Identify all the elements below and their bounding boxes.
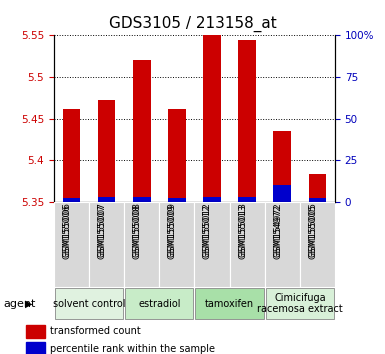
Bar [26, 342, 45, 354]
Text: tamoxifen: tamoxifen [205, 298, 254, 309]
Bar [54, 202, 89, 287]
Bar [125, 289, 193, 319]
Text: GSM155012: GSM155012 [203, 202, 212, 257]
Text: percentile rank within the sample: percentile rank within the sample [50, 344, 215, 354]
Text: estradiol: estradiol [138, 298, 181, 309]
Bar [309, 174, 326, 202]
Bar [203, 197, 221, 202]
Text: GSM155006: GSM155006 [62, 202, 72, 257]
Bar [238, 40, 256, 202]
Bar [133, 197, 151, 202]
Bar [124, 202, 159, 287]
Text: GSM155013: GSM155013 [238, 202, 247, 257]
Text: ▶: ▶ [25, 298, 33, 309]
Bar [273, 185, 291, 202]
Text: GSM155008: GSM155008 [133, 204, 142, 259]
Bar [194, 202, 229, 287]
Bar [266, 289, 334, 319]
Text: GSM155009: GSM155009 [168, 202, 177, 257]
Bar [168, 199, 186, 202]
Bar [229, 202, 265, 287]
Bar [55, 289, 123, 319]
Text: GSM155005: GSM155005 [308, 204, 317, 259]
Bar [98, 100, 116, 202]
Text: GSM154972: GSM154972 [273, 204, 282, 259]
Text: GSM155005: GSM155005 [308, 202, 317, 257]
Text: transformed count: transformed count [50, 326, 141, 336]
Bar [98, 197, 116, 202]
Bar [133, 59, 151, 202]
Text: GSM155007: GSM155007 [97, 204, 107, 259]
Bar [309, 199, 326, 202]
Text: solvent control: solvent control [53, 298, 125, 309]
Bar [196, 289, 264, 319]
Text: GSM155013: GSM155013 [238, 204, 247, 259]
Text: GSM155006: GSM155006 [62, 204, 72, 259]
Text: GSM155009: GSM155009 [168, 204, 177, 259]
Bar [273, 131, 291, 202]
Text: GSM154972: GSM154972 [273, 202, 282, 257]
Bar [63, 109, 80, 202]
Bar [168, 109, 186, 202]
Text: Cimicifuga
racemosa extract: Cimicifuga racemosa extract [257, 293, 343, 314]
Bar [63, 199, 80, 202]
Bar [238, 197, 256, 202]
Text: GSM155007: GSM155007 [97, 202, 107, 257]
Bar [159, 202, 194, 287]
Text: GDS3105 / 213158_at: GDS3105 / 213158_at [109, 16, 276, 32]
Bar [264, 202, 300, 287]
Text: GSM155008: GSM155008 [133, 202, 142, 257]
Bar [203, 35, 221, 202]
Bar [89, 202, 124, 287]
Bar [300, 202, 335, 287]
Bar [26, 325, 45, 338]
Text: GSM155012: GSM155012 [203, 204, 212, 259]
Text: agent: agent [4, 298, 36, 309]
